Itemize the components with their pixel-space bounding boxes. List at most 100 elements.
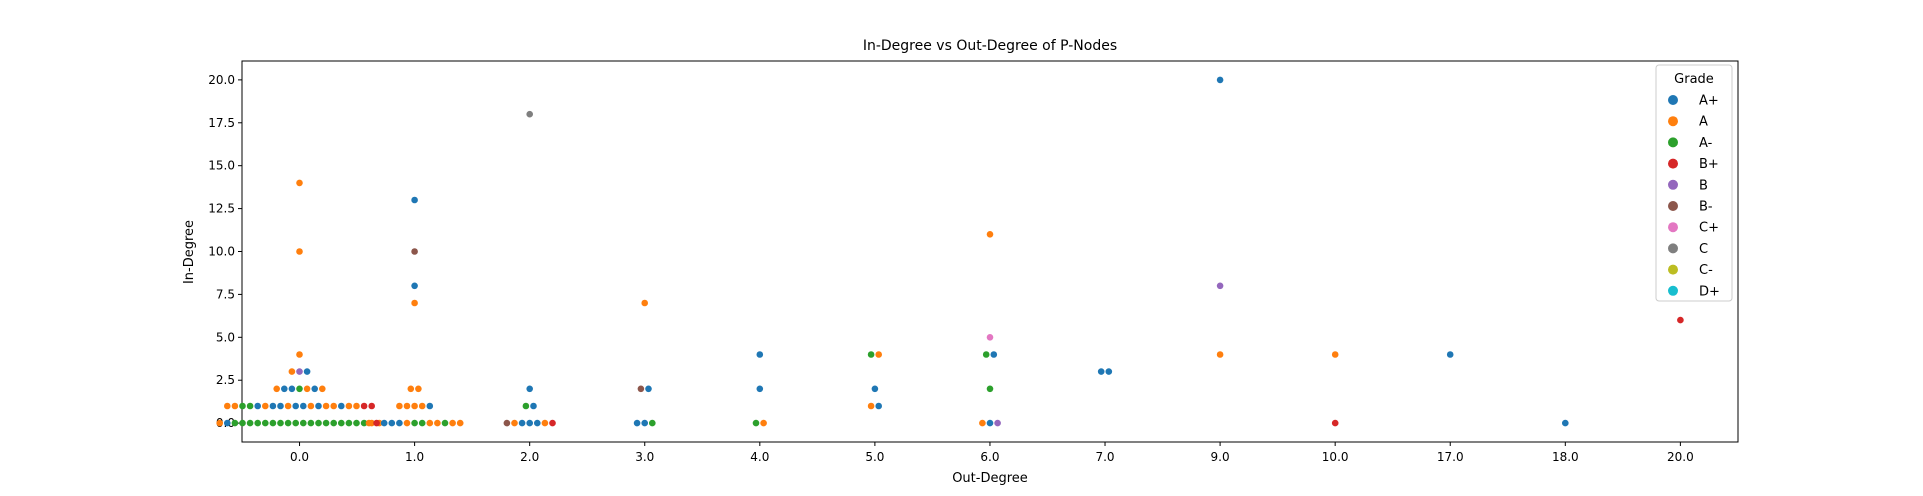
data-point bbox=[994, 419, 1001, 427]
legend-marker bbox=[1668, 95, 1678, 105]
x-tick-label: 5.0 bbox=[865, 450, 884, 464]
y-axis-label: In-Degree bbox=[182, 220, 197, 284]
legend-marker bbox=[1668, 285, 1678, 296]
data-point bbox=[526, 385, 533, 393]
data-point bbox=[345, 402, 353, 410]
data-point bbox=[288, 385, 296, 393]
data-point bbox=[522, 402, 530, 410]
data-point bbox=[311, 385, 319, 393]
data-point bbox=[277, 402, 284, 410]
y-axis: 0.02.55.07.510.012.515.017.520.0 bbox=[208, 73, 242, 430]
data-point bbox=[224, 419, 231, 427]
x-tick-label: 4.0 bbox=[750, 450, 769, 464]
x-tick-label: 20.0 bbox=[1667, 450, 1694, 464]
data-point bbox=[300, 402, 307, 410]
data-point bbox=[296, 179, 303, 187]
data-point bbox=[875, 351, 882, 358]
data-point bbox=[307, 419, 315, 427]
legend: Grade A+ A A- B+ B B- C+ C C- D+ bbox=[1655, 64, 1733, 302]
data-point bbox=[246, 419, 254, 427]
data-point bbox=[407, 385, 415, 393]
y-tick-label: 20.0 bbox=[208, 73, 235, 87]
data-point bbox=[322, 419, 330, 427]
x-tick-label: 7.0 bbox=[1095, 450, 1114, 464]
data-point bbox=[338, 402, 345, 410]
data-point bbox=[322, 402, 330, 410]
data-point bbox=[319, 385, 326, 393]
data-point bbox=[360, 402, 368, 410]
x-tick-label: 0.0 bbox=[290, 450, 309, 464]
legend-title: Grade bbox=[1674, 72, 1714, 87]
x-tick-label: 6.0 bbox=[980, 450, 999, 464]
data-point bbox=[518, 419, 526, 427]
data-point bbox=[867, 402, 875, 410]
data-point bbox=[411, 282, 418, 290]
y-tick-label: 7.5 bbox=[216, 287, 235, 301]
data-point bbox=[403, 402, 411, 410]
y-tick-label: 15.0 bbox=[208, 159, 235, 173]
data-point bbox=[641, 299, 648, 307]
data-point bbox=[315, 419, 322, 427]
data-point bbox=[396, 419, 403, 427]
data-point bbox=[434, 419, 441, 427]
data-point bbox=[307, 402, 315, 410]
legend-label: B bbox=[1699, 178, 1708, 193]
data-point bbox=[1331, 351, 1339, 358]
data-point bbox=[353, 419, 360, 427]
legend-label: A bbox=[1699, 115, 1708, 130]
data-point bbox=[426, 402, 434, 410]
data-point bbox=[986, 419, 994, 427]
data-point bbox=[756, 385, 764, 393]
data-point bbox=[760, 419, 767, 427]
legend-label: B+ bbox=[1699, 157, 1719, 172]
data-point bbox=[360, 419, 368, 427]
data-point bbox=[1216, 282, 1224, 290]
data-point bbox=[986, 385, 994, 393]
legend-marker bbox=[1668, 243, 1678, 254]
plot-area bbox=[241, 60, 1739, 443]
y-tick-label: 5.0 bbox=[216, 330, 235, 344]
legend-label: D+ bbox=[1699, 284, 1720, 299]
data-point bbox=[303, 368, 311, 375]
data-point bbox=[303, 385, 311, 393]
data-point bbox=[284, 419, 292, 427]
data-point bbox=[456, 419, 464, 427]
data-point bbox=[1097, 368, 1105, 375]
data-point bbox=[982, 351, 990, 358]
data-point bbox=[284, 402, 292, 410]
data-point bbox=[231, 419, 239, 427]
data-point bbox=[511, 419, 518, 427]
data-point bbox=[503, 419, 511, 427]
data-point bbox=[1216, 351, 1224, 358]
data-point bbox=[231, 402, 239, 410]
legend-marker bbox=[1668, 137, 1678, 148]
x-tick-label: 3.0 bbox=[635, 450, 654, 464]
plot-frame bbox=[241, 60, 1739, 443]
data-point bbox=[269, 419, 277, 427]
data-point bbox=[411, 196, 418, 204]
legend-label: C+ bbox=[1699, 221, 1719, 236]
legend-label: A+ bbox=[1699, 94, 1719, 109]
x-tick-label: 2.0 bbox=[520, 450, 539, 464]
data-point bbox=[549, 419, 556, 427]
data-point bbox=[365, 419, 373, 427]
data-point bbox=[534, 419, 541, 427]
data-point bbox=[979, 419, 986, 427]
data-point bbox=[246, 402, 254, 410]
data-point bbox=[530, 402, 537, 410]
data-point bbox=[418, 402, 426, 410]
data-point bbox=[449, 419, 456, 427]
legend-label: C bbox=[1699, 242, 1708, 257]
data-point bbox=[418, 419, 426, 427]
legend-marker bbox=[1668, 116, 1678, 127]
data-point bbox=[1105, 368, 1113, 375]
data-point bbox=[296, 368, 303, 375]
data-point bbox=[986, 231, 994, 238]
data-point bbox=[752, 419, 760, 427]
data-point bbox=[262, 402, 269, 410]
data-point bbox=[415, 385, 422, 393]
data-point bbox=[990, 351, 998, 358]
data-point bbox=[296, 248, 303, 255]
data-point bbox=[292, 402, 300, 410]
